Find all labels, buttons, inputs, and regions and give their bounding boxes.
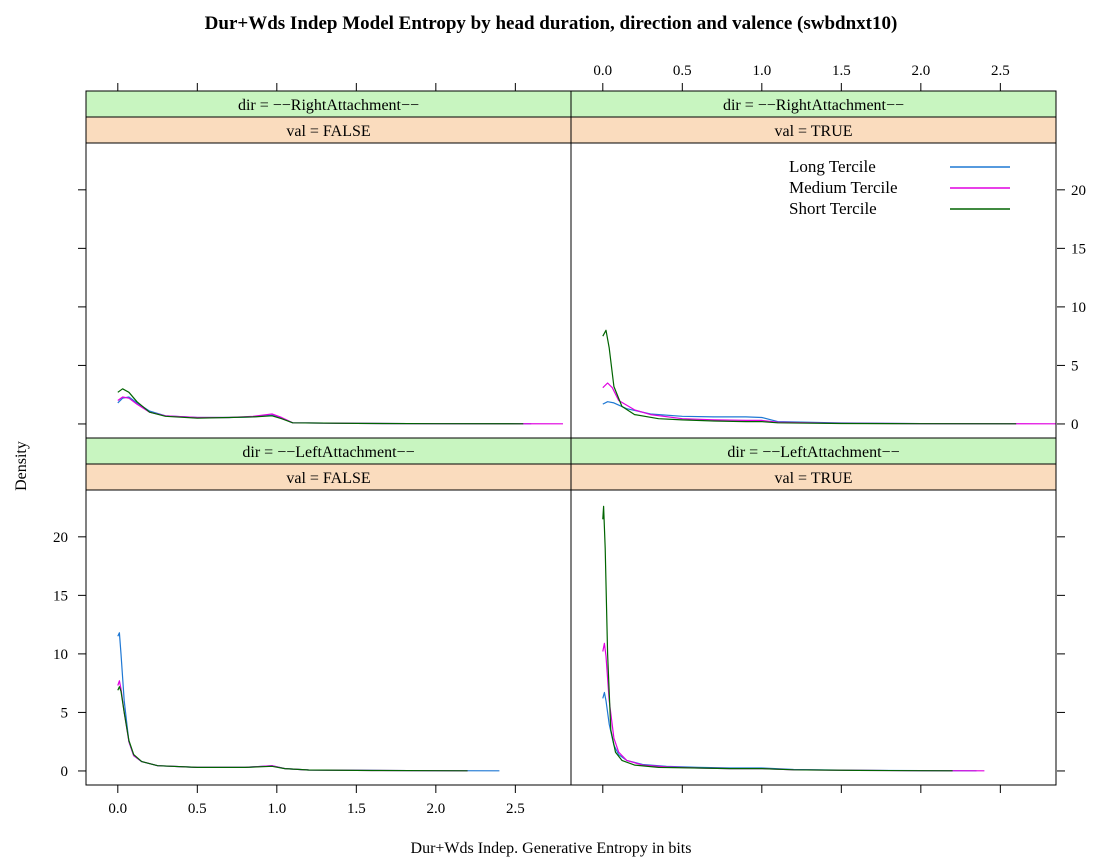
x-tick-label: 2.5 [506, 801, 525, 817]
strip-val-label: val = FALSE [286, 470, 370, 487]
legend-label: Short Tercile [789, 199, 877, 218]
strip-dir-label: dir = −−LeftAttachment−− [727, 444, 899, 461]
strip-dir-label: dir = −−RightAttachment−− [723, 97, 904, 114]
panel-curves [602, 329, 1056, 425]
series-line-medium-tercile [117, 680, 468, 772]
x-tick-label-top: 0.0 [593, 63, 612, 79]
y-tick-label: 20 [53, 530, 68, 546]
strip-val [85, 463, 572, 491]
panel-frame [570, 437, 1057, 786]
legend: Long Tercile Medium Tercile Short Tercile [789, 157, 1010, 218]
y-tick-label-right: 5 [1071, 358, 1079, 374]
panel-1: dir = −−RightAttachment−− val = FALSE [85, 90, 572, 425]
x-tick-label-top: 2.5 [991, 63, 1010, 79]
panel-curves [117, 388, 564, 425]
panel-curves [602, 505, 985, 772]
x-tick-label: 0.0 [108, 801, 127, 817]
y-tick-label-right: 0 [1071, 417, 1079, 433]
panel-curves [117, 632, 500, 772]
axes: 0.0 0.5 1.0 1.5 2.0 2.5 0.0 0.5 1.0 1.5 2.0 2.5 0 5 10… [53, 63, 1086, 817]
series-line-short-tercile [602, 329, 1017, 425]
strip-val-label: val = TRUE [774, 470, 852, 487]
series-line-short-tercile [602, 505, 953, 772]
strip-dir-label: dir = −−LeftAttachment−− [242, 444, 414, 461]
x-tick-label-top: 1.5 [832, 63, 851, 79]
y-tick-label-right: 15 [1071, 241, 1086, 257]
y-tick-label-right: 20 [1071, 183, 1086, 199]
y-tick-label: 5 [61, 705, 69, 721]
legend-label: Long Tercile [789, 157, 876, 176]
series-line-medium-tercile [602, 642, 985, 772]
strip-val [570, 463, 1057, 491]
x-tick-label-top: 0.5 [673, 63, 692, 79]
strip-dir [570, 437, 1057, 465]
x-tick-label: 2.0 [426, 801, 445, 817]
panel-4: dir = −−LeftAttachment−− val = TRUE [570, 437, 1057, 772]
x-tick-label: 1.5 [347, 801, 366, 817]
panel-2: dir = −−RightAttachment−− val = TRUE [570, 90, 1057, 425]
x-tick-label: 1.0 [267, 801, 286, 817]
y-axis-label: Density [13, 441, 30, 491]
panel-3: dir = −−LeftAttachment−− val = FALSE [85, 437, 572, 772]
strip-val-label: val = FALSE [286, 123, 370, 140]
strip-dir-label: dir = −−RightAttachment−− [238, 97, 419, 114]
series-line-short-tercile [117, 388, 524, 425]
strip-val-label: val = TRUE [774, 123, 852, 140]
series-line-long-tercile [117, 396, 532, 425]
series-line-long-tercile [117, 632, 500, 772]
strip-val [85, 116, 572, 144]
series-line-medium-tercile [602, 382, 1056, 425]
x-tick-label-top: 2.0 [911, 63, 930, 79]
x-tick-label: 0.5 [188, 801, 207, 817]
series-line-long-tercile [602, 401, 1017, 425]
panel-frames [85, 90, 1057, 786]
panel-grid: dir = −−RightAttachment−−val = FALSEdir … [85, 90, 1057, 772]
chart-title: Dur+Wds Indep Model Entropy by head dura… [205, 13, 898, 34]
y-tick-label: 10 [53, 647, 68, 663]
x-axis-label: Dur+Wds Indep. Generative Entropy in bit… [411, 840, 692, 857]
series-line-short-tercile [117, 686, 468, 772]
strip-dir [85, 90, 572, 118]
y-tick-label-right: 10 [1071, 300, 1086, 316]
y-tick-label: 0 [61, 764, 69, 780]
series-line-medium-tercile [117, 396, 564, 425]
legend-label: Medium Tercile [789, 178, 898, 197]
x-tick-label-top: 1.0 [752, 63, 771, 79]
y-tick-label: 15 [53, 588, 68, 604]
series-line-long-tercile [602, 691, 977, 772]
